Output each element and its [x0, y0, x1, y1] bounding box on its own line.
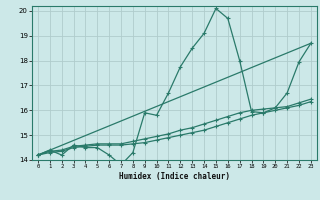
- X-axis label: Humidex (Indice chaleur): Humidex (Indice chaleur): [119, 172, 230, 181]
